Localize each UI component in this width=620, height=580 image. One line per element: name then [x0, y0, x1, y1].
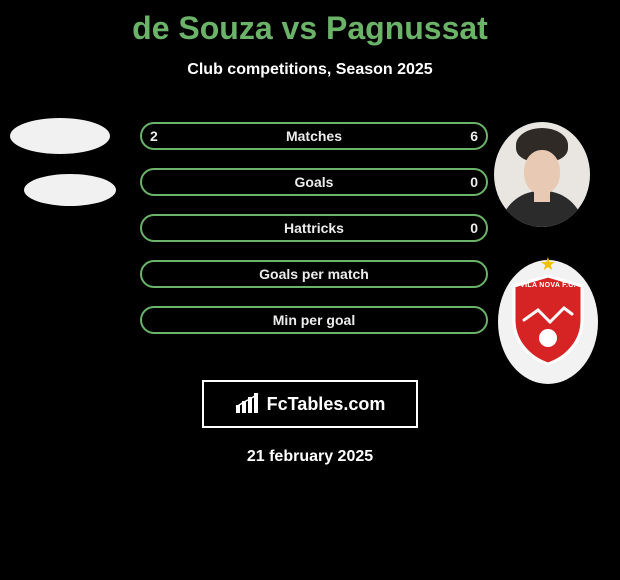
fctables-label: FcTables.com [267, 394, 386, 415]
star-icon: ★ [540, 254, 556, 275]
stat-row-matches: 2 Matches 6 [140, 122, 488, 150]
left-player-placeholder-2 [24, 174, 116, 206]
stat-right-value: 6 [470, 124, 478, 148]
right-club-badge: ★ VILA NOVA F.C. [498, 260, 598, 384]
stat-row-goals-per-match: Goals per match [140, 260, 488, 288]
stat-row-min-per-goal: Min per goal [140, 306, 488, 334]
shield-icon [510, 274, 586, 366]
fctables-watermark: FcTables.com [202, 380, 418, 428]
stat-label: Matches [142, 124, 486, 148]
date-text: 21 february 2025 [0, 448, 620, 466]
stat-label: Goals [142, 170, 486, 194]
stat-label: Hattricks [142, 216, 486, 240]
stats-block: 2 Matches 6 Goals 0 Hattricks 0 Goals pe… [140, 122, 488, 352]
left-player-placeholder-1 [10, 118, 110, 154]
stat-right-value: 0 [470, 216, 478, 240]
stat-right-value: 0 [470, 170, 478, 194]
subtitle: Club competitions, Season 2025 [0, 61, 620, 79]
stat-label: Goals per match [142, 262, 486, 286]
bar-chart-icon [235, 393, 261, 415]
page-title: de Souza vs Pagnussat [0, 0, 620, 47]
stat-row-hattricks: Hattricks 0 [140, 214, 488, 242]
right-player-portrait [494, 122, 590, 227]
stat-row-goals: Goals 0 [140, 168, 488, 196]
stat-label: Min per goal [142, 308, 486, 332]
